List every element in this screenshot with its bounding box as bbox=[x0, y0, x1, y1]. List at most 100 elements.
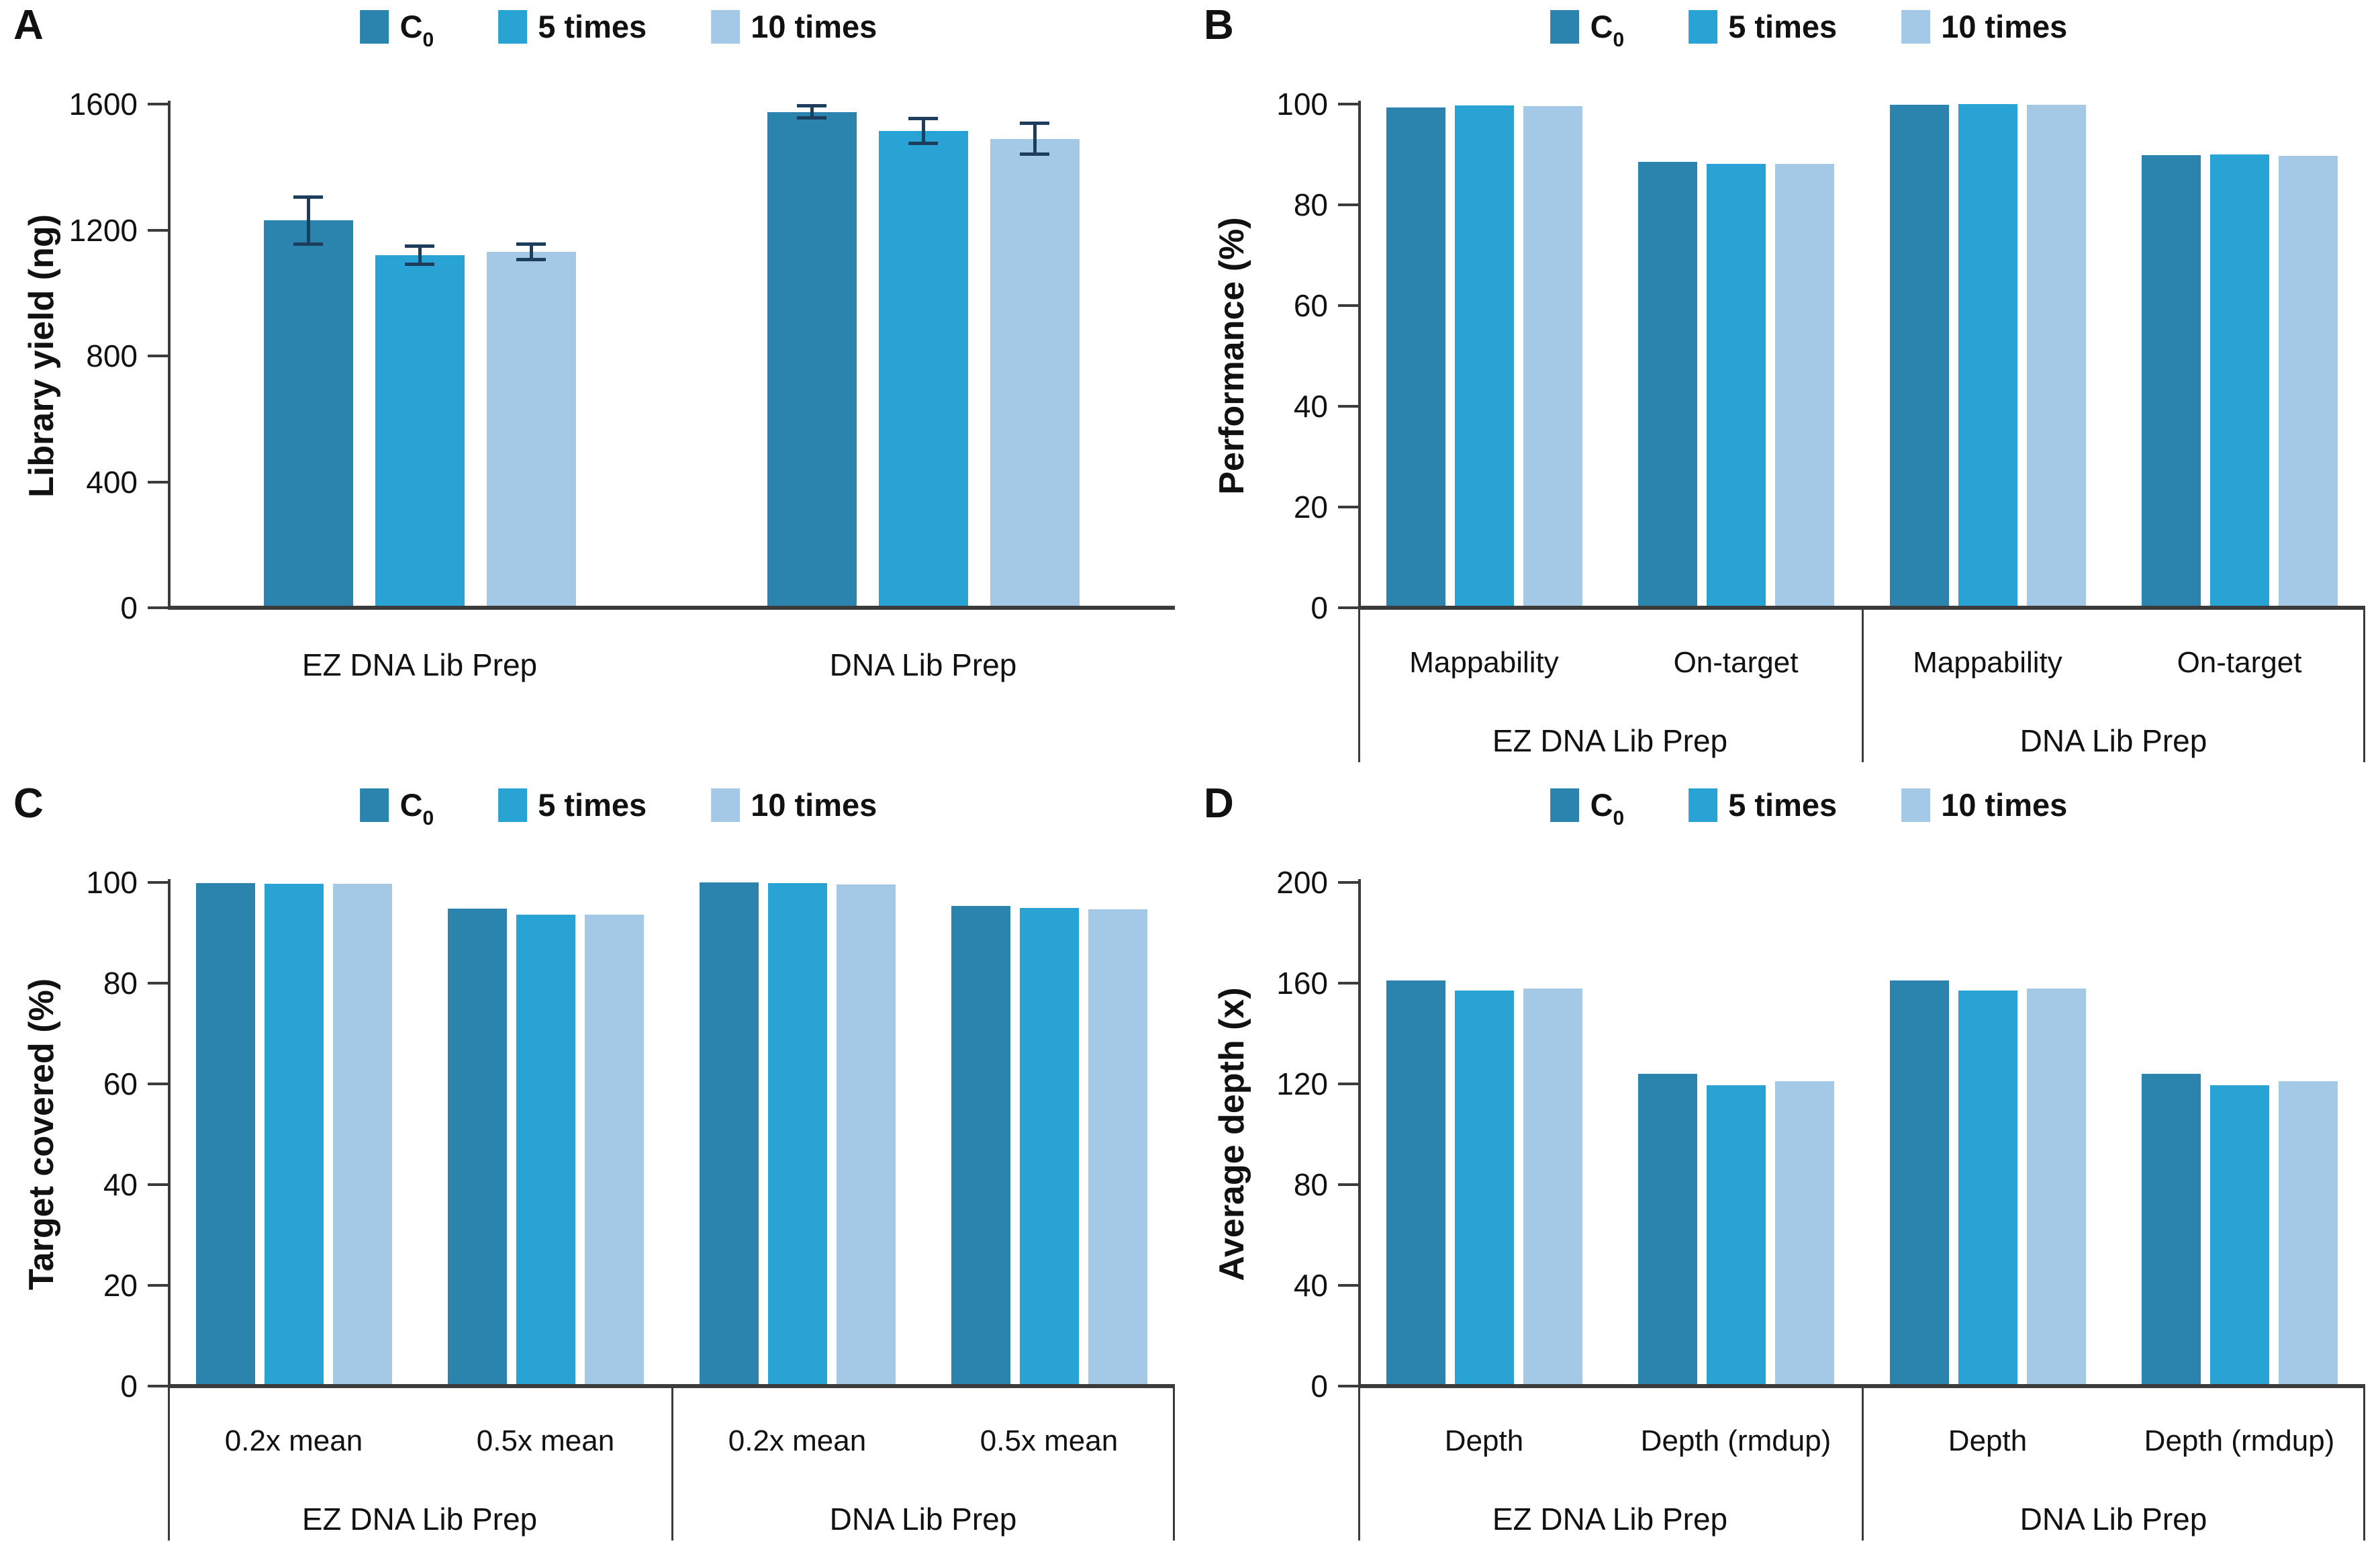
group-label: DNA Lib Prep bbox=[829, 1502, 1017, 1537]
y-tick-label: 80 bbox=[1293, 1167, 1328, 1202]
bar bbox=[1523, 988, 1582, 1386]
y-tick-mark bbox=[148, 480, 168, 484]
bar bbox=[2026, 104, 2086, 608]
y-tick-mark bbox=[1338, 1183, 1358, 1186]
category-label: Mappability bbox=[1409, 646, 1559, 679]
bar bbox=[1088, 909, 1147, 1386]
legend-swatch-5-times bbox=[498, 9, 528, 44]
panel-letter: C bbox=[13, 780, 44, 827]
y-tick-mark bbox=[1338, 982, 1358, 985]
bar bbox=[2209, 1085, 2269, 1386]
y-tick-label: 120 bbox=[1276, 1066, 1328, 1101]
bar bbox=[2278, 155, 2338, 608]
category-box-line bbox=[671, 1386, 673, 1541]
y-tick-label: 80 bbox=[1293, 187, 1328, 222]
bar bbox=[584, 915, 644, 1386]
y-tick-mark bbox=[1338, 405, 1358, 408]
y-tick-mark bbox=[1338, 203, 1358, 206]
y-tick-label: 0 bbox=[1311, 590, 1328, 625]
category-box-line bbox=[168, 1386, 170, 1541]
legend-label-10-times: 10 times bbox=[751, 787, 877, 823]
y-axis-title: Performance (%) bbox=[1212, 217, 1251, 495]
y-tick-label: 1600 bbox=[68, 87, 138, 122]
bar bbox=[1386, 980, 1445, 1386]
category-label: Mappability bbox=[1913, 646, 2062, 679]
bar bbox=[1386, 107, 1445, 608]
category-label: On-target bbox=[1673, 646, 1799, 679]
panel-d: D C0 5 times 10 times Average depth (x) 0 40 80… bbox=[1190, 778, 2380, 1556]
error-bar-cap-top bbox=[1020, 121, 1049, 125]
y-tick-mark bbox=[1338, 1083, 1358, 1085]
bar bbox=[2141, 154, 2201, 608]
legend-swatch-c0 bbox=[1550, 788, 1580, 822]
legend-swatch-5-times bbox=[498, 788, 528, 822]
y-tick-mark bbox=[1338, 606, 1358, 609]
group-label: DNA Lib Prep bbox=[2019, 1502, 2207, 1537]
legend-item-5-times: 5 times bbox=[498, 8, 647, 45]
bar bbox=[1774, 1081, 1834, 1386]
bar bbox=[990, 138, 1080, 608]
bar bbox=[878, 130, 968, 608]
y-tick-mark bbox=[1338, 103, 1358, 105]
legend-item-10-times: 10 times bbox=[1901, 8, 2067, 45]
legend-label-5-times: 5 times bbox=[1728, 9, 1838, 44]
error-bar-cap-top bbox=[293, 195, 323, 199]
legend-item-5-times: 5 times bbox=[498, 786, 647, 823]
bar bbox=[1958, 991, 2017, 1386]
y-tick-label: 200 bbox=[1276, 865, 1328, 900]
error-bar-cap-bottom bbox=[1020, 152, 1049, 156]
legend-swatch-5-times bbox=[1688, 9, 1718, 44]
error-bar bbox=[306, 195, 310, 246]
bar bbox=[1454, 105, 1514, 608]
group-label: EZ DNA Lib Prep bbox=[1492, 723, 1728, 758]
y-tick-label: 400 bbox=[86, 464, 138, 500]
y-tick-mark bbox=[1338, 304, 1358, 307]
bar bbox=[836, 884, 896, 1386]
bar bbox=[1706, 163, 1766, 608]
error-bar-cap-bottom bbox=[516, 258, 546, 262]
y-tick-mark bbox=[1338, 1284, 1358, 1287]
legend-label-5-times: 5 times bbox=[538, 9, 647, 44]
legend-label-10-times: 10 times bbox=[1941, 9, 2068, 44]
category-box-line bbox=[1358, 608, 1360, 762]
legend-label-subscript: 0 bbox=[422, 807, 434, 829]
error-bar bbox=[1033, 121, 1037, 156]
category-box-line bbox=[1358, 1386, 1360, 1541]
y-tick-mark bbox=[148, 606, 168, 609]
bar bbox=[1637, 161, 1697, 608]
y-tick-mark bbox=[148, 228, 168, 232]
y-tick-mark bbox=[1338, 881, 1358, 884]
category-label: Depth (rmdup) bbox=[2144, 1424, 2335, 1457]
bar bbox=[767, 882, 827, 1386]
y-tick-label: 80 bbox=[103, 966, 138, 1001]
y-tick-label: 0 bbox=[1311, 1369, 1328, 1404]
bar bbox=[1889, 980, 1949, 1386]
legend-label-10-times: 10 times bbox=[751, 9, 877, 44]
y-tick-mark bbox=[148, 103, 168, 105]
panel-a: A C0 5 times 10 times Library yield (ng) 0 400… bbox=[0, 0, 1190, 778]
bar bbox=[1889, 104, 1949, 608]
legend-item-5-times: 5 times bbox=[1688, 786, 1837, 823]
y-tick-label: 800 bbox=[86, 338, 138, 373]
error-bar-cap-top bbox=[908, 116, 938, 120]
legend-swatch-10-times bbox=[711, 9, 741, 44]
y-tick-mark bbox=[148, 881, 168, 884]
bar bbox=[2209, 154, 2269, 608]
bar bbox=[1523, 106, 1582, 608]
legend-item-c0: C0 bbox=[360, 786, 434, 829]
bar bbox=[1019, 907, 1079, 1386]
bar bbox=[1454, 991, 1514, 1386]
legend-label-c0: C0 bbox=[399, 9, 434, 51]
legend-swatch-c0 bbox=[1550, 9, 1580, 44]
bar bbox=[951, 906, 1010, 1386]
legend-item-c0: C0 bbox=[360, 8, 434, 51]
bar bbox=[447, 909, 507, 1386]
y-tick-mark bbox=[148, 982, 168, 985]
legend-item-10-times: 10 times bbox=[1901, 786, 2067, 823]
y-tick-mark bbox=[1338, 506, 1358, 508]
panel-letter: A bbox=[13, 2, 44, 48]
y-axis-line bbox=[168, 101, 171, 608]
bar bbox=[1706, 1085, 1766, 1386]
bar bbox=[486, 252, 576, 608]
